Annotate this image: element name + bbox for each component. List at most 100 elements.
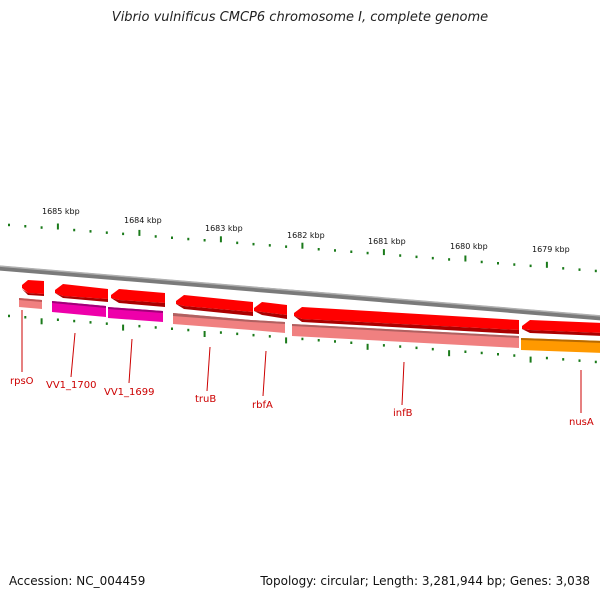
cds-arrow-vv1-1700 [55, 284, 108, 302]
scale-tick-major [464, 255, 467, 262]
scale-tick-minor [317, 248, 320, 251]
accession-text: Accession: NC_004459 [9, 574, 146, 588]
scale-tick-minor [122, 232, 125, 236]
genome-backbone-highlight [0, 265, 600, 317]
scale-tick-major [448, 350, 451, 357]
scale-tick-major [40, 318, 43, 325]
scale-tick-minor [236, 332, 239, 336]
scale-tick-minor [480, 351, 483, 355]
cds-arrows [22, 280, 600, 336]
scale-tick-minor [154, 326, 157, 329]
scale-tick-minor [24, 316, 27, 319]
scale-tick-minor [464, 350, 467, 353]
kbp-label-1681: 1681 kbp [368, 237, 406, 246]
scale-tick-minor [545, 356, 548, 360]
scale-tick-minor [415, 346, 418, 350]
map-title: Vibrio vulnificus CMCP6 chromosome I, co… [111, 10, 489, 25]
scale-tick-minor [56, 318, 59, 321]
scale-tick-minor [529, 264, 532, 268]
scale-tick-minor [334, 249, 336, 252]
scale-tick-minor [382, 344, 385, 347]
scale-tick-minor [578, 268, 581, 271]
gene-leader-lines [21, 310, 582, 413]
gene-label-infb: infB [393, 408, 413, 419]
gene-bar-rpso [19, 298, 42, 309]
scale-tick-major [285, 337, 288, 344]
gene-bar-trub [173, 313, 251, 330]
scale-tick-minor [317, 339, 320, 342]
scale-tick-minor [399, 345, 402, 348]
cds-arrow-rbfa [254, 302, 287, 319]
scale-tick-minor [562, 267, 565, 270]
scale-tick-minor [252, 242, 255, 246]
scale-tick-minor [399, 254, 402, 257]
scale-tick-minor [73, 228, 76, 232]
scale-tick-minor [334, 340, 336, 343]
scale-tick-minor [219, 331, 222, 334]
scale-tick-minor [431, 256, 434, 260]
cds-arrow-trub [176, 295, 253, 316]
scale-tick-minor [187, 237, 190, 241]
scale-tick-minor [138, 324, 141, 328]
scale-tick-minor [350, 250, 353, 253]
scale-ticks-bottom [8, 314, 597, 364]
scale-tick-minor [154, 235, 157, 238]
scale-tick-major [545, 261, 548, 268]
scale-tick-major [382, 249, 385, 256]
scale-tick-minor [40, 226, 43, 229]
scale-tick-minor [594, 269, 597, 273]
scale-tick-major [366, 343, 369, 350]
scale-tick-minor [562, 358, 565, 361]
scale-tick-minor [415, 255, 418, 259]
scale-tick-minor [187, 328, 190, 332]
gene-labels: rpsO VV1_1700 VV1_1699 truB rbfA infB nu… [10, 376, 594, 428]
gene-bar-vv1-1699 [108, 307, 163, 322]
kbp-label-1683: 1683 kbp [205, 224, 243, 233]
scale-tick-minor [480, 260, 483, 264]
scale-tick-minor [8, 314, 10, 318]
gene-label-rbfa: rbfA [252, 400, 273, 411]
kbp-label-1685: 1685 kbp [42, 207, 80, 216]
cds-arrow-rpso [22, 280, 44, 296]
scale-tick-minor [497, 262, 499, 265]
scale-tick-minor [513, 263, 516, 266]
scale-tick-minor [89, 321, 92, 324]
scale-tick-minor [448, 258, 451, 261]
scale-tick-minor [366, 251, 369, 255]
kbp-label-1684: 1684 kbp [124, 216, 162, 225]
gene-label-vv1-1699: VV1_1699 [104, 387, 155, 398]
gene-label-vv1-1700: VV1_1700 [46, 380, 97, 391]
scale-tick-minor [252, 333, 255, 337]
scale-ticks-top [8, 223, 597, 273]
scale-tick-minor [431, 347, 434, 351]
scale-tick-minor [578, 359, 581, 362]
kbp-label-1680: 1680 kbp [450, 242, 488, 251]
cds-arrow-nusa [522, 320, 600, 336]
kbp-labels: 1685 kbp 1684 kbp 1683 kbp 1682 kbp 1681… [42, 207, 570, 254]
scale-tick-minor [236, 241, 239, 245]
topology-summary: Topology: circular; Length: 3,281,944 bp… [260, 574, 590, 588]
scale-tick-major [301, 242, 304, 249]
cds-arrow-infb [294, 307, 519, 334]
kbp-label-1679: 1679 kbp [532, 245, 570, 254]
gene-bar-rbfa [251, 320, 285, 333]
scale-tick-minor [105, 231, 108, 234]
scale-tick-minor [350, 341, 353, 344]
gene-label-trub: truB [195, 394, 216, 405]
scale-tick-minor [24, 225, 27, 228]
scale-tick-minor [513, 354, 516, 357]
scale-tick-minor [73, 319, 76, 323]
scale-tick-minor [594, 360, 597, 364]
scale-tick-major [219, 236, 222, 243]
scale-tick-major [529, 356, 532, 363]
scale-tick-major [122, 324, 125, 331]
scale-tick-minor [301, 337, 304, 341]
scale-tick-major [56, 223, 59, 230]
cds-arrow-vv1-1699 [111, 289, 165, 307]
scale-tick-minor [89, 230, 92, 233]
scale-tick-minor [171, 327, 173, 330]
scale-tick-minor [203, 239, 206, 242]
gene-label-nusa: nusA [569, 417, 594, 428]
scale-tick-minor [268, 244, 271, 247]
